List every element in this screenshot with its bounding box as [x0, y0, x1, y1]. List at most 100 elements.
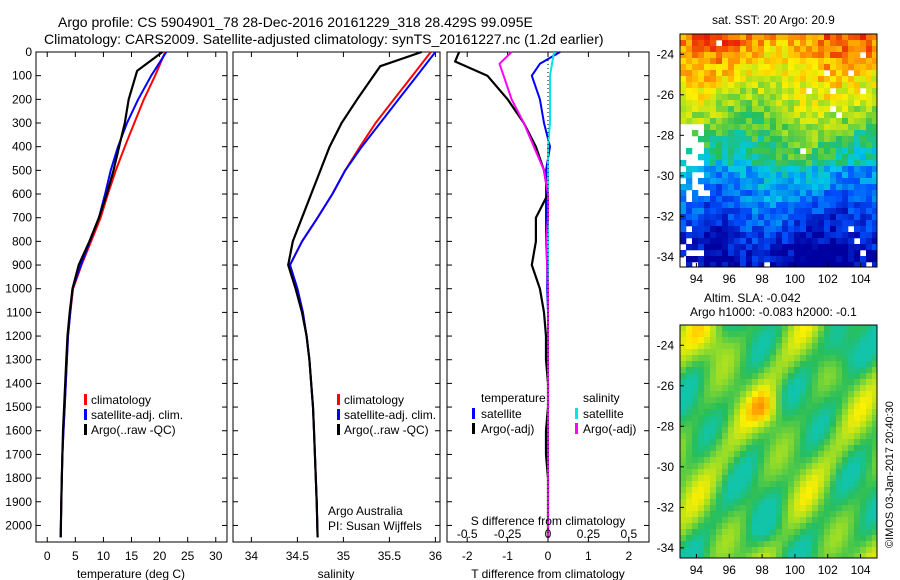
map-cell	[812, 541, 819, 548]
map-cell	[764, 214, 771, 221]
map-cell	[824, 415, 831, 422]
map-cell	[800, 70, 807, 77]
map-cell	[704, 343, 711, 350]
map-cell	[866, 385, 873, 392]
map-cell	[722, 160, 729, 167]
map-cell	[776, 343, 783, 350]
map-cell	[782, 487, 789, 494]
map-cell	[764, 76, 771, 83]
map-cell	[866, 88, 873, 95]
map-cell	[830, 82, 837, 89]
map-cell	[764, 250, 771, 257]
map-cell	[704, 112, 711, 119]
map-cell	[770, 403, 777, 410]
map-cell	[842, 250, 849, 257]
map-cell	[692, 46, 699, 53]
map-cell	[830, 457, 837, 464]
map-cell	[836, 262, 843, 268]
map-cell	[770, 481, 777, 488]
map-cell	[788, 493, 795, 500]
map-cell	[710, 94, 717, 101]
map-cell	[758, 148, 765, 155]
map-cell	[776, 475, 783, 482]
map-cell	[872, 469, 878, 476]
map-cell	[698, 118, 705, 125]
map-cell	[848, 196, 855, 203]
map-cell	[740, 403, 747, 410]
map-cell	[812, 46, 819, 53]
map-cell	[776, 511, 783, 518]
map-cell	[800, 184, 807, 191]
map-cell	[722, 397, 729, 404]
map-cell	[776, 553, 783, 559]
map-cell	[812, 100, 819, 107]
map-cell	[746, 451, 753, 458]
map-cell	[764, 505, 771, 512]
map-cell	[686, 367, 693, 374]
map-cell	[800, 349, 807, 356]
map-cell	[716, 397, 723, 404]
map-cell	[770, 361, 777, 368]
map-cell	[752, 409, 759, 416]
map-cell	[746, 130, 753, 137]
map-cell	[776, 88, 783, 95]
map-cell	[710, 220, 717, 227]
map-cell	[686, 505, 693, 512]
map-cell	[818, 106, 825, 113]
map-cell	[764, 238, 771, 245]
map-cell	[752, 232, 759, 239]
map-cell	[722, 343, 729, 350]
map-cell	[776, 64, 783, 71]
salinity-argo-line	[287, 50, 422, 538]
map-cell	[770, 349, 777, 356]
map-cell	[722, 148, 729, 155]
map-cell	[728, 124, 735, 131]
map-cell	[710, 403, 717, 410]
map-cell	[860, 166, 867, 173]
map-cell	[800, 511, 807, 518]
map-cell	[740, 391, 747, 398]
map-cell	[782, 190, 789, 197]
map-cell	[782, 262, 789, 268]
map-cell	[794, 391, 801, 398]
map-cell	[866, 523, 873, 530]
map-cell	[842, 505, 849, 512]
map-cell	[764, 403, 771, 410]
map-cell	[776, 184, 783, 191]
map-cell	[818, 88, 825, 95]
map-cell	[818, 70, 825, 77]
map-cell	[782, 439, 789, 446]
map-cell	[824, 166, 831, 173]
map-cell	[770, 94, 777, 101]
map-cell	[806, 355, 813, 362]
map-cell	[806, 40, 813, 47]
map-cell	[860, 244, 867, 251]
map-cell	[848, 190, 855, 197]
map-cell	[770, 499, 777, 506]
map-cell	[692, 385, 699, 392]
map-cell	[710, 238, 717, 245]
map-cell	[722, 202, 729, 209]
map-cell	[842, 469, 849, 476]
map-cell	[824, 118, 831, 125]
map-cell	[854, 325, 861, 332]
map-cell	[812, 439, 819, 446]
map-cell	[800, 391, 807, 398]
map-cell	[836, 52, 843, 59]
map-cell	[734, 379, 741, 386]
map-cell	[752, 136, 759, 143]
map-cell	[866, 487, 873, 494]
map-cell	[692, 535, 699, 542]
map-cell	[764, 112, 771, 119]
map-cell	[788, 196, 795, 203]
map-cell	[752, 70, 759, 77]
map-frame	[679, 324, 878, 559]
map-cell	[716, 154, 723, 161]
map-cell	[770, 250, 777, 257]
map-cell	[764, 196, 771, 203]
map-cell	[752, 142, 759, 149]
map-cell	[812, 469, 819, 476]
map-cell	[866, 463, 873, 470]
map-cell	[806, 433, 813, 440]
map-cell	[776, 403, 783, 410]
